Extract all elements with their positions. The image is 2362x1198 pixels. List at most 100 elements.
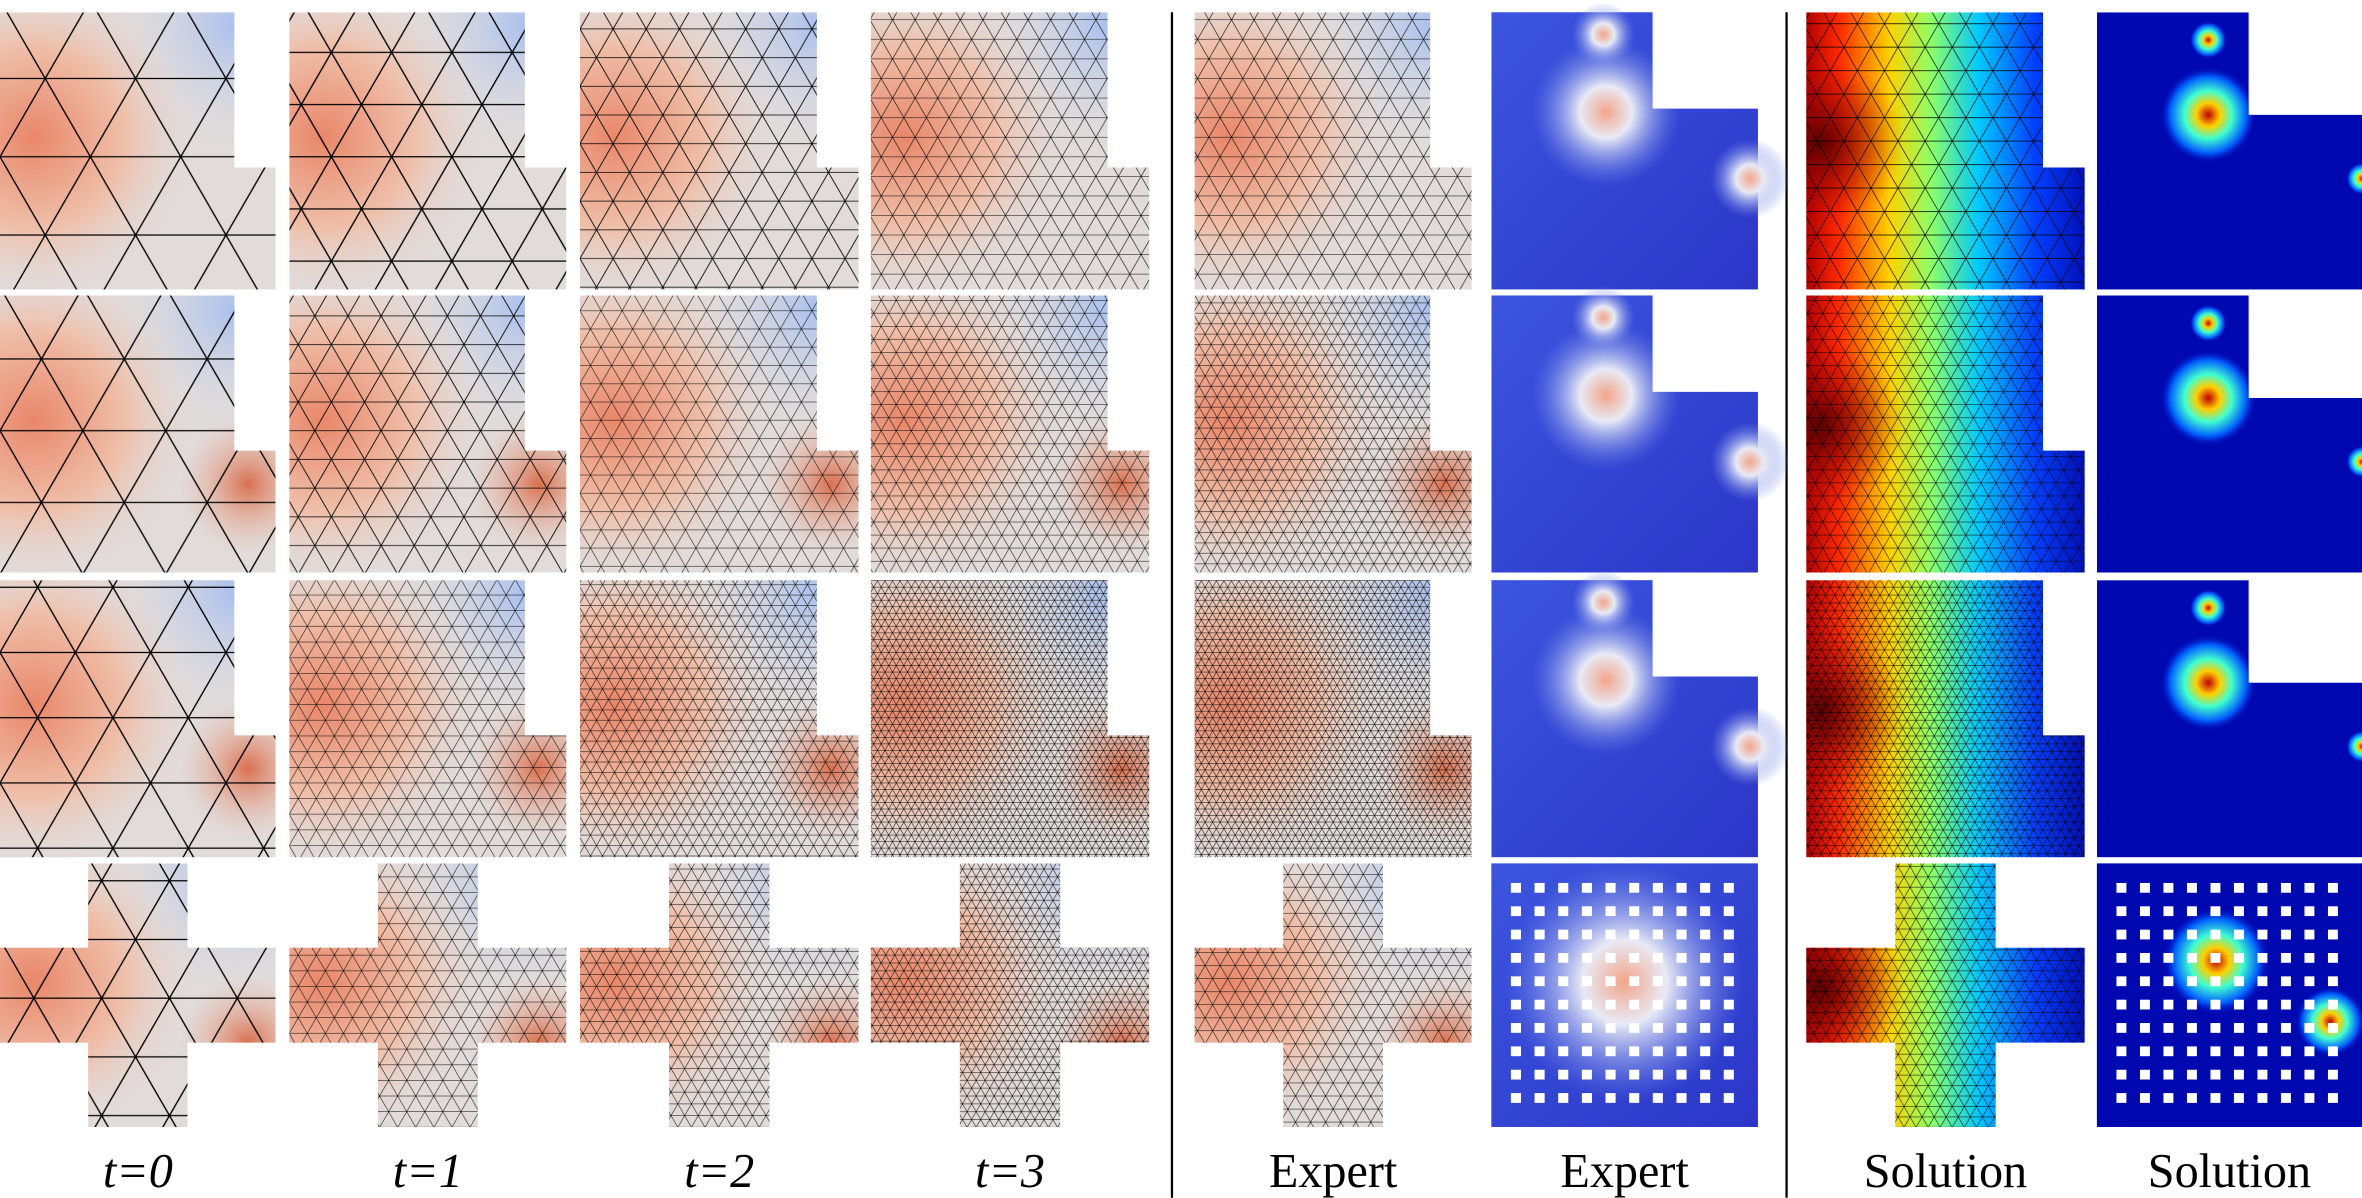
hole — [2210, 882, 2221, 893]
hole — [2210, 906, 2221, 917]
hole — [1534, 1023, 1545, 1033]
hole — [1629, 929, 1640, 940]
hole — [1700, 999, 1711, 1010]
hole — [2233, 952, 2244, 963]
hole — [1629, 1069, 1640, 1080]
hole — [1558, 1069, 1569, 1080]
hole — [1700, 1023, 1711, 1033]
hole — [1629, 1093, 1640, 1103]
panel — [0, 12, 276, 290]
hole — [2116, 1069, 2127, 1080]
hole — [2280, 882, 2291, 893]
hotspot — [1571, 285, 1636, 350]
hole — [2280, 952, 2291, 963]
column-label: t=2 — [684, 1145, 754, 1198]
hole — [2186, 1069, 2197, 1080]
hole — [1581, 1023, 1592, 1033]
hole — [1652, 906, 1663, 917]
hole — [1676, 1046, 1687, 1057]
hole — [1723, 976, 1734, 987]
panel — [2096, 863, 2362, 1127]
hole — [2233, 1046, 2244, 1057]
hole — [1723, 999, 1734, 1010]
hole — [2327, 976, 2338, 987]
hole — [2210, 1046, 2221, 1057]
hole — [1629, 882, 1640, 893]
hotspot — [1531, 320, 1681, 470]
hole — [1558, 1093, 1569, 1103]
hole — [1558, 882, 1569, 893]
hole — [1676, 976, 1687, 987]
hole — [1723, 1069, 1734, 1080]
panel — [1194, 863, 1472, 1127]
hole — [1700, 906, 1711, 917]
panel — [1194, 580, 1472, 858]
hole — [1510, 906, 1521, 917]
mesh — [289, 12, 567, 290]
panel — [1491, 862, 1758, 1127]
mesh — [870, 580, 1150, 858]
hole — [2280, 1069, 2291, 1080]
hole — [1700, 976, 1711, 987]
hole — [1652, 952, 1663, 963]
mesh — [870, 295, 1150, 573]
hole — [1510, 882, 1521, 893]
mesh — [579, 580, 859, 858]
column-label: Expert — [1560, 1145, 1689, 1198]
panel — [870, 12, 1150, 290]
hotspot — [1709, 138, 1790, 219]
hole — [2304, 1093, 2315, 1103]
hole — [1605, 906, 1616, 917]
hole — [2163, 1069, 2174, 1080]
hole — [2186, 882, 2197, 893]
hole — [1605, 1023, 1616, 1033]
panel — [289, 12, 567, 290]
panel — [1194, 12, 1472, 290]
hole — [2280, 1046, 2291, 1057]
hole — [2139, 999, 2150, 1010]
hole — [1510, 976, 1521, 987]
hole — [2116, 929, 2127, 940]
column-label: Solution — [2148, 1145, 2311, 1198]
hole — [2186, 1023, 2197, 1033]
mesh — [289, 580, 567, 858]
hole — [1652, 1046, 1663, 1057]
column-label: t=3 — [975, 1145, 1045, 1198]
hole — [2163, 1023, 2174, 1033]
hole — [2304, 1069, 2315, 1080]
hole — [1676, 1023, 1687, 1033]
hole — [2163, 976, 2174, 987]
hole — [2280, 1093, 2291, 1103]
hole — [2139, 1023, 2150, 1033]
hole — [2280, 999, 2291, 1010]
hotspot — [2160, 350, 2256, 446]
hole — [1510, 929, 1521, 940]
hole — [1676, 999, 1687, 1010]
mesh — [1806, 580, 2085, 858]
hotspot — [2189, 304, 2227, 342]
hole — [1581, 952, 1592, 963]
hole — [1510, 1069, 1521, 1080]
hotspot — [2160, 67, 2256, 163]
hole — [2116, 999, 2127, 1010]
hole — [2163, 929, 2174, 940]
hole — [2233, 906, 2244, 917]
hole — [1700, 1046, 1711, 1057]
hole — [1534, 1093, 1545, 1103]
panel — [1806, 863, 2085, 1127]
hole — [2210, 976, 2221, 987]
hole — [1652, 1069, 1663, 1080]
hole — [1605, 976, 1616, 987]
hole — [2210, 1093, 2221, 1103]
column-label: Solution — [1864, 1145, 2027, 1198]
hole — [1605, 1093, 1616, 1103]
hole — [1558, 929, 1569, 940]
column-label: t=1 — [393, 1145, 463, 1198]
panel — [289, 295, 567, 573]
hole — [2280, 906, 2291, 917]
hole — [1581, 929, 1592, 940]
hole — [2257, 929, 2268, 940]
hole — [1558, 1046, 1569, 1057]
hole — [2327, 999, 2338, 1010]
